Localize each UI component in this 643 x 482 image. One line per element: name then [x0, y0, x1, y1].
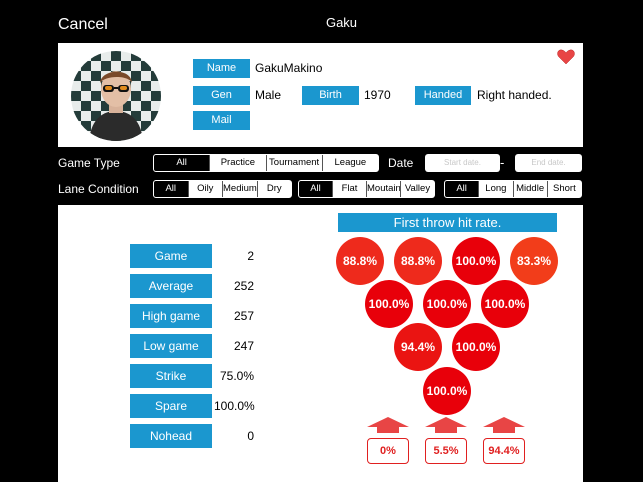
pin-9: 100.0%	[452, 237, 500, 285]
gutter-right-rate: 94.4%	[483, 438, 525, 464]
oil-option[interactable]: Medium	[222, 181, 257, 197]
stat-label: Game	[130, 244, 212, 268]
surface-option[interactable]: Moutain	[366, 181, 400, 197]
gen-value: Male	[255, 88, 282, 102]
pin-1: 100.0%	[423, 367, 471, 415]
name-label: Name	[193, 59, 250, 78]
person-photo-icon	[71, 51, 161, 141]
length-option[interactable]: Middle	[512, 181, 547, 197]
game-type-segmented-control[interactable]: All Practice Tournament League	[153, 154, 379, 172]
date-separator: -	[500, 155, 505, 170]
stat-value: 75.0%	[219, 369, 254, 383]
stat-value: 247	[233, 339, 254, 353]
handed-label: Handed	[415, 86, 471, 105]
stat-label: Low game	[130, 334, 212, 358]
stat-value: 252	[233, 279, 254, 293]
stat-value: 100.0%	[214, 399, 255, 413]
end-date-field[interactable]: End date.	[515, 154, 582, 172]
birth-label: Birth	[302, 86, 359, 105]
pin-3: 100.0%	[452, 323, 500, 371]
oil-option[interactable]: Oily	[187, 181, 222, 197]
stat-label: Strike	[130, 364, 212, 388]
game-type-label: Game Type	[58, 156, 120, 170]
birth-value: 1970	[364, 88, 391, 102]
surface-option[interactable]: Flat	[332, 181, 366, 197]
heart-icon[interactable]	[557, 49, 575, 65]
pin-5: 100.0%	[423, 280, 471, 328]
pin-6: 100.0%	[481, 280, 529, 328]
page-title: Gaku	[325, 15, 358, 30]
gen-label: Gen	[193, 86, 250, 105]
stat-label: Spare	[130, 394, 212, 418]
stat-label: Average	[130, 274, 212, 298]
first-throw-title: First throw hit rate.	[338, 213, 557, 232]
oil-option[interactable]: All	[154, 181, 188, 197]
length-option[interactable]: All	[445, 181, 479, 197]
profile-card: Name GakuMakino Gen Male Birth 1970 Hand…	[58, 43, 583, 147]
cancel-button[interactable]: Cancel	[58, 16, 108, 33]
surface-option[interactable]: All	[299, 181, 332, 197]
game-type-option[interactable]: All	[154, 155, 210, 171]
arrow-up-icon	[483, 417, 525, 433]
surface-segmented-control[interactable]: All Flat Moutain Valley	[298, 180, 435, 198]
oil-option[interactable]: Dry	[256, 181, 291, 197]
start-date-field[interactable]: Start date.	[425, 154, 500, 172]
pin-4: 100.0%	[365, 280, 413, 328]
stat-value: 0	[247, 429, 254, 443]
stat-label: High game	[130, 304, 212, 328]
pin-2: 94.4%	[394, 323, 442, 371]
arrow-up-icon	[425, 417, 467, 433]
surface-option[interactable]: Valley	[400, 181, 434, 197]
mail-button[interactable]: Mail	[193, 111, 250, 130]
stats-panel: Game 2 Average 252 High game 257 Low gam…	[58, 205, 583, 482]
handed-value: Right handed.	[477, 88, 552, 102]
stat-value: 2	[247, 249, 254, 263]
arrow-up-icon	[367, 417, 409, 433]
length-option[interactable]: Short	[546, 181, 581, 197]
oil-segmented-control[interactable]: All Oily Medium Dry	[153, 180, 292, 198]
game-type-option[interactable]: Practice	[209, 155, 266, 171]
length-segmented-control[interactable]: All Long Middle Short	[444, 180, 582, 198]
stat-value: 257	[233, 309, 254, 323]
date-label: Date	[388, 156, 414, 170]
stat-label: Nohead	[130, 424, 212, 448]
game-type-option[interactable]: League	[321, 155, 378, 171]
game-type-option[interactable]: Tournament	[265, 155, 322, 171]
name-value: GakuMakino	[255, 61, 323, 75]
length-option[interactable]: Long	[478, 181, 513, 197]
lane-condition-label: Lane Condition	[58, 182, 139, 196]
center-rate: 5.5%	[425, 438, 467, 464]
pin-10: 83.3%	[510, 237, 558, 285]
avatar	[71, 51, 161, 141]
pin-7: 88.8%	[336, 237, 384, 285]
gutter-left-rate: 0%	[367, 438, 409, 464]
pin-8: 88.8%	[394, 237, 442, 285]
